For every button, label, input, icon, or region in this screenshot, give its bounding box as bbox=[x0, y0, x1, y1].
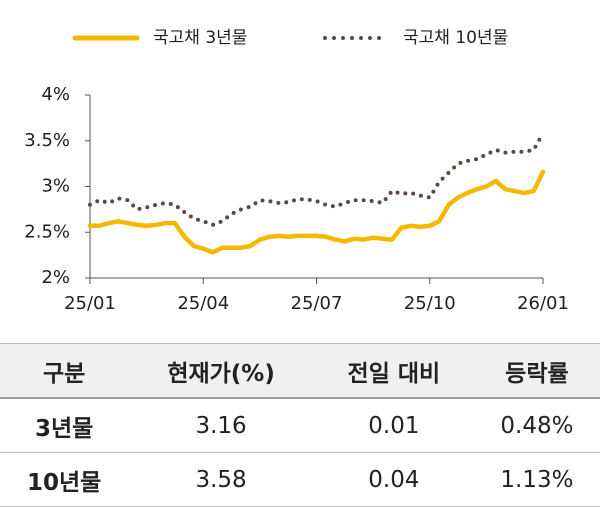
legend-label: 국고채 10년물 bbox=[403, 28, 508, 48]
cell: 0.04 bbox=[313, 452, 474, 507]
row: 3년물 3.16 0.01 0.48% bbox=[0, 398, 600, 453]
x-tick-label: 25/10 bbox=[404, 293, 456, 314]
y-tick-label: 2% bbox=[41, 267, 70, 288]
x-tick-label: 25/07 bbox=[291, 293, 343, 314]
header-row: 구분 현재가(%) 전일 대비 등락률 bbox=[0, 343, 600, 399]
chart: 2% 2.5% 3% 3.5% 4% 25/01 25/04 25/07 25/10 26/01 국… bbox=[24, 28, 569, 314]
cell: 0.01 bbox=[313, 398, 474, 453]
header-cell: 전일 대비 bbox=[313, 343, 474, 399]
y-tick-label: 3.5% bbox=[24, 130, 70, 151]
cell: 3.58 bbox=[128, 452, 314, 507]
quote-table: 구분 현재가(%) 전일 대비 등락률 3년물 3.16 0.01 0.48% … bbox=[0, 343, 600, 507]
legend-label: 국고채 3년물 bbox=[153, 28, 247, 48]
row: 10년물 3.58 0.04 1.13% bbox=[0, 452, 600, 507]
y-tick-label: 2.5% bbox=[24, 221, 70, 242]
x-tick-label: 25/04 bbox=[177, 293, 229, 314]
y-tick-label: 3% bbox=[41, 176, 70, 197]
x-tick-label: 25/01 bbox=[64, 293, 116, 314]
header-cell: 현재가(%) bbox=[128, 343, 314, 399]
cell: 3.16 bbox=[128, 398, 314, 453]
cell: 1.13% bbox=[473, 452, 600, 507]
row-label: 3년물 bbox=[0, 398, 129, 453]
header-cell: 구분 bbox=[0, 343, 129, 399]
header-cell: 등락률 bbox=[473, 343, 600, 399]
cell: 0.48% bbox=[473, 398, 600, 453]
series-line bbox=[88, 131, 545, 227]
row-label: 10년물 bbox=[0, 452, 129, 507]
series-line bbox=[87, 169, 546, 255]
y-tick-label: 4% bbox=[41, 84, 70, 105]
x-tick-label: 26/01 bbox=[517, 293, 569, 314]
